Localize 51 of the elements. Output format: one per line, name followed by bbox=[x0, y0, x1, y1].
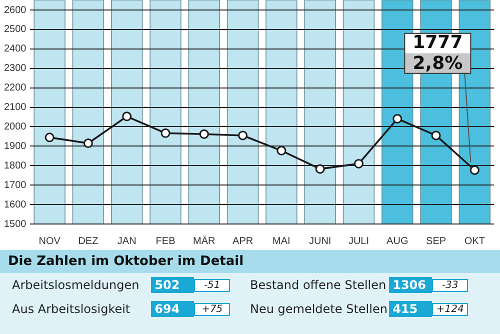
text: 415 bbox=[388, 301, 432, 317]
x-tick-label: FEB bbox=[156, 236, 176, 247]
text: Die Zahlen im Oktober im Detail bbox=[0, 250, 500, 273]
x-tick-label: OKT bbox=[464, 236, 485, 247]
y-tick-label: 2400 bbox=[4, 44, 27, 55]
text: -51 bbox=[194, 278, 230, 292]
data-label: 1777 bbox=[412, 32, 463, 54]
y-tick-label: 1900 bbox=[4, 140, 27, 152]
point bbox=[238, 130, 248, 140]
x-tick-label: MAI bbox=[272, 236, 290, 247]
y-tick-label: 2500 bbox=[4, 24, 27, 36]
x-tick-label: APR bbox=[232, 236, 254, 247]
point bbox=[122, 112, 132, 122]
text: 502 bbox=[150, 277, 194, 293]
point bbox=[83, 138, 93, 148]
y-tick-label: 1500 bbox=[4, 218, 27, 230]
y-tick-label: 1700 bbox=[4, 180, 27, 191]
x-tick-label: AUG bbox=[386, 236, 408, 247]
y-tick-label: 2300 bbox=[4, 63, 27, 74]
x-tick-label: JULI bbox=[348, 236, 370, 247]
x-tick-label: DEZ bbox=[78, 236, 98, 247]
text: 1306 bbox=[388, 277, 432, 293]
point bbox=[276, 146, 286, 156]
point bbox=[160, 128, 170, 138]
point bbox=[315, 164, 325, 174]
text: Bestand offene Stellen bbox=[250, 278, 388, 292]
y-tick-label: 2000 bbox=[4, 121, 27, 132]
annotation: 2,8% bbox=[412, 53, 463, 74]
text: Neu gemeldete Stellen bbox=[250, 302, 388, 316]
point bbox=[354, 158, 364, 168]
text: Arbeitslosmeldungen bbox=[12, 278, 140, 292]
text: -33 bbox=[432, 278, 468, 292]
text: +124 bbox=[432, 302, 468, 316]
text: Aus Arbeitslosigkeit bbox=[12, 302, 132, 316]
x-tick-label: JAN bbox=[117, 236, 136, 247]
point bbox=[199, 129, 209, 139]
y-tick-label: 1600 bbox=[4, 199, 27, 210]
point bbox=[470, 165, 480, 175]
x-tick-label: MÄR bbox=[193, 234, 216, 247]
point bbox=[392, 114, 402, 124]
point bbox=[431, 130, 441, 140]
text: +75 bbox=[194, 302, 230, 316]
point bbox=[44, 132, 54, 142]
y-tick-label: 2200 bbox=[4, 82, 27, 94]
y-tick-label: 2100 bbox=[4, 102, 27, 114]
text: 694 bbox=[150, 301, 194, 317]
x-tick-label: JUNI bbox=[308, 236, 332, 247]
y-tick-label: 2600 bbox=[4, 4, 27, 16]
x-tick-label: SEP bbox=[426, 236, 446, 247]
y-tick-label: 1800 bbox=[4, 160, 27, 172]
x-tick-label: NOV bbox=[38, 236, 61, 247]
